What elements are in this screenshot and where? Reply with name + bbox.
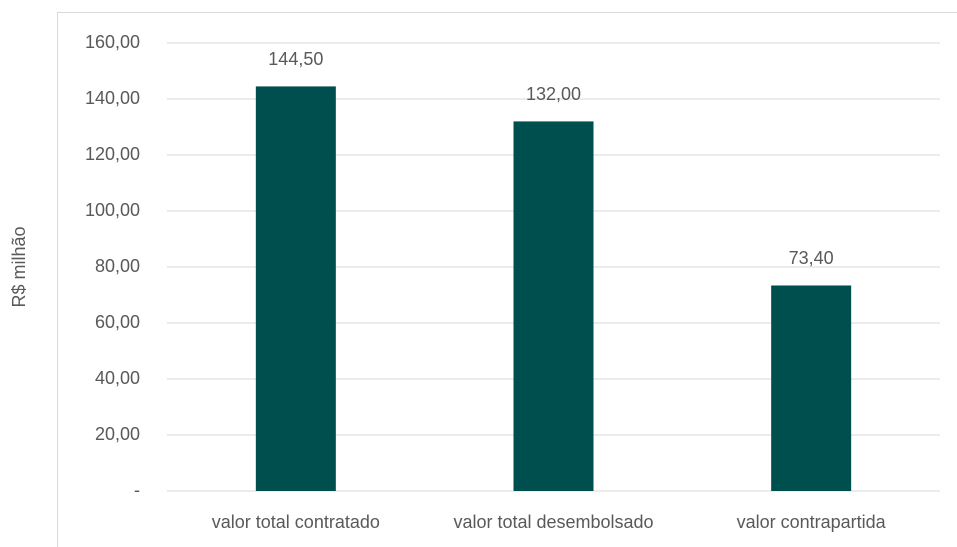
y-tick-label: 60,00	[95, 312, 140, 332]
y-axis-label: R$ milhão	[9, 226, 29, 307]
y-tick-label: 20,00	[95, 424, 140, 444]
x-tick-label: valor total contratado	[212, 512, 380, 532]
value-label: 73,40	[789, 248, 834, 268]
value-label: 144,50	[268, 49, 323, 69]
bar	[513, 121, 594, 492]
chart-frame	[57, 12, 957, 547]
y-tick-label: 40,00	[95, 368, 140, 388]
y-tick-label: 80,00	[95, 256, 140, 276]
y-tick-label: 120,00	[85, 144, 140, 164]
y-tick-label: 140,00	[85, 88, 140, 108]
x-tick-label: valor total desembolsado	[453, 512, 653, 532]
bar	[771, 285, 852, 491]
bar	[255, 86, 336, 492]
y-tick-label: 100,00	[85, 200, 140, 220]
x-tick-label: valor contrapartida	[737, 512, 887, 532]
y-tick-label: -	[134, 480, 140, 500]
value-label: 132,00	[526, 84, 581, 104]
y-tick-label: 160,00	[85, 32, 140, 52]
